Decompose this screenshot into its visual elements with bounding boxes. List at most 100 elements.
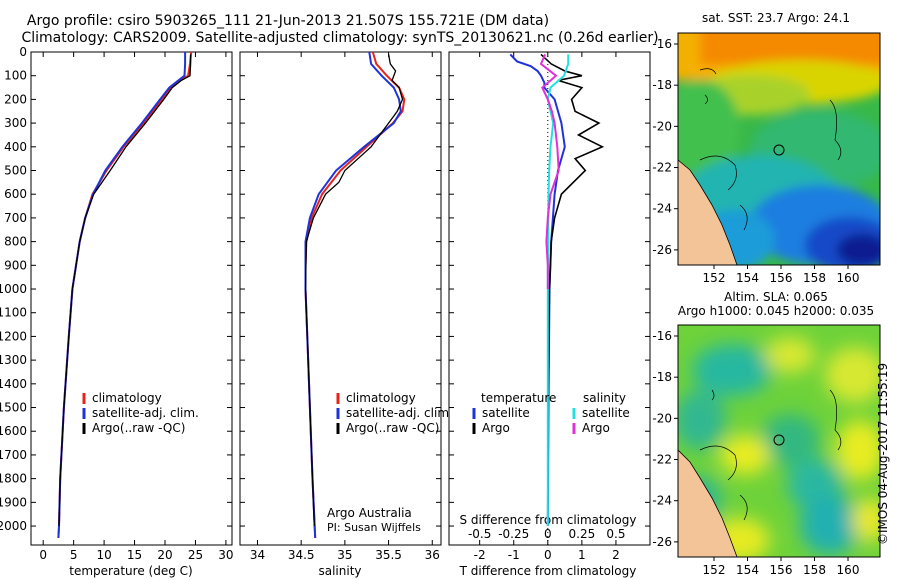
sal-note-argo-australia: Argo Australia xyxy=(327,506,412,520)
depth-tick-label: 1100 xyxy=(0,306,27,320)
depth-tick-label: 1900 xyxy=(0,495,27,509)
sla-map-title1: Altim. SLA: 0.065 xyxy=(724,290,828,304)
temp-xlabel: temperature (deg C) xyxy=(69,564,192,578)
depth-tick-label: 1800 xyxy=(0,472,27,486)
sal-note-pi: PI: Susan Wijffels xyxy=(327,521,421,534)
map-lon-label: 154 xyxy=(736,271,759,285)
sla-map-frame xyxy=(677,324,881,558)
legend-label-sal-argo: Argo xyxy=(582,421,610,435)
imos-timestamp: ©IMOS 04-Aug-2017 11:55:19 xyxy=(876,362,890,545)
sal-xtick-label: 35 xyxy=(337,548,352,562)
salinity-panel: 34 34.5 35 35.5 36 salinity climatologysatelli… xyxy=(239,51,453,578)
diff-s-tick-label: -0.5 xyxy=(468,527,491,541)
temp-xtick-label: 25 xyxy=(188,548,203,562)
map-lat-label: -24 xyxy=(652,202,672,216)
map-lat-label: -18 xyxy=(652,370,672,384)
sst-map-frame xyxy=(677,32,881,266)
map-lat-label: -18 xyxy=(652,78,672,92)
sla-map: Altim. SLA: 0.065 Argo h1000: 0.045 h200… xyxy=(652,290,881,577)
coastline-2 xyxy=(678,449,738,557)
diff-s-tick-label: 0.25 xyxy=(569,527,596,541)
depth-tick-label: 900 xyxy=(4,258,27,272)
temp-xtick-label: 0 xyxy=(39,548,47,562)
temp-xtick-label: 10 xyxy=(96,548,111,562)
depth-tick-label: 1600 xyxy=(0,424,27,438)
legend-label-argo: Argo(..raw -QC) xyxy=(346,421,439,435)
figure-title-line1: Argo profile: csiro 5903265_111 21-Jun-2… xyxy=(27,13,549,29)
temperature-panel: 0100200300400500600700800900100011001200… xyxy=(0,45,234,578)
sal-xlabel: salinity xyxy=(318,564,361,578)
depth-tick-label: 1700 xyxy=(0,448,27,462)
argo-float-marker xyxy=(773,144,785,156)
depth-tick-label: 200 xyxy=(4,92,27,106)
map-lat-label: -22 xyxy=(652,161,672,175)
depth-tick-label: 700 xyxy=(4,211,27,225)
map-lon-label: 152 xyxy=(703,271,726,285)
depth-tick-label: 600 xyxy=(4,187,27,201)
legend-label-argo: Argo(..raw -QC) xyxy=(92,421,185,435)
map-lon-label: 156 xyxy=(770,563,793,577)
legend-sal-title: salinity xyxy=(583,391,626,405)
diff-xtick-label: 0 xyxy=(544,548,552,562)
legend-label-climatology: climatology xyxy=(346,391,416,405)
sst-map: sat. SST: 23.7 Argo: 24.1 -16-18- xyxy=(652,11,881,285)
diff-t-argo-line xyxy=(540,53,605,526)
map-lon-label: 154 xyxy=(736,563,759,577)
sst-map-title: sat. SST: 23.7 Argo: 24.1 xyxy=(702,11,850,25)
land-australia xyxy=(678,160,737,265)
temp-xtick-label: 20 xyxy=(157,548,172,562)
temp-argo-line xyxy=(58,54,192,527)
diff-xlabel: T difference from climatology xyxy=(459,564,637,578)
diff-s-argo-line xyxy=(539,54,560,289)
temp-xtick-label: 5 xyxy=(70,548,78,562)
legend-label-temp-argo: Argo xyxy=(482,421,510,435)
depth-tick-label: 1300 xyxy=(0,353,27,367)
argo-float-marker-2 xyxy=(773,434,785,446)
map-lat-label: -20 xyxy=(652,411,672,425)
sal-frame xyxy=(239,51,442,546)
sal-xtick-label: 34.5 xyxy=(288,548,315,562)
diff-s-tick-label: -0.25 xyxy=(498,527,529,541)
depth-tick-label: 1500 xyxy=(0,401,27,415)
diff-xtick-label: 2 xyxy=(612,548,620,562)
map-lat-label: -26 xyxy=(652,243,672,257)
map-lon-label: 160 xyxy=(837,563,860,577)
legend-label-climatology: climatology xyxy=(92,391,162,405)
sal-xtick-label: 35.5 xyxy=(375,548,402,562)
legend-label-satellite: satellite-adj. clim. xyxy=(92,406,199,420)
depth-tick-label: 1200 xyxy=(0,329,27,343)
map-lon-label: 160 xyxy=(837,271,860,285)
temp-xtick-label: 15 xyxy=(127,548,142,562)
figure-title-line2: Climatology: CARS2009. Satellite-adjuste… xyxy=(21,30,658,46)
land-australia-2 xyxy=(678,450,737,557)
diff-xtick-label: -1 xyxy=(508,548,520,562)
depth-tick-label: 400 xyxy=(4,140,27,154)
sla-map-title2: Argo h1000: 0.045 h2000: 0.035 xyxy=(678,304,874,318)
map-lat-label: -22 xyxy=(652,453,672,467)
bathymetry-contours xyxy=(699,68,842,231)
map-lat-label: -16 xyxy=(652,329,672,343)
map-lat-label: -24 xyxy=(652,494,672,508)
sal-argo-line xyxy=(304,54,404,527)
legend-label-temp-satellite: satellite xyxy=(482,406,530,420)
map-lat-label: -16 xyxy=(652,37,672,51)
diff-s-tick-label: 0.5 xyxy=(606,527,625,541)
diff-s-tick-label: 0 xyxy=(544,527,552,541)
depth-tick-label: 2000 xyxy=(0,519,27,533)
map-lat-label: -26 xyxy=(652,535,672,549)
sal-xtick-label: 36 xyxy=(425,548,440,562)
map-lon-label: 152 xyxy=(703,563,726,577)
depth-tick-label: 500 xyxy=(4,164,27,178)
legend-temp-title: temperature xyxy=(481,391,556,405)
difference-panel: -2 -1 0 1 2-0.5 -0.25 0 0.25 0.5S difference fro… xyxy=(448,51,651,578)
map-lon-label: 158 xyxy=(803,271,826,285)
diff-xtick-label: -2 xyxy=(474,548,486,562)
temp-xtick-label: 30 xyxy=(218,548,233,562)
depth-tick-label: 300 xyxy=(4,116,27,130)
map-lon-label: 156 xyxy=(770,271,793,285)
legend-label-satellite: satellite-adj. clim. xyxy=(346,406,453,420)
diff-xtick-label: 1 xyxy=(578,548,586,562)
depth-tick-label: 1400 xyxy=(0,377,27,391)
depth-tick-label: 0 xyxy=(19,45,27,59)
